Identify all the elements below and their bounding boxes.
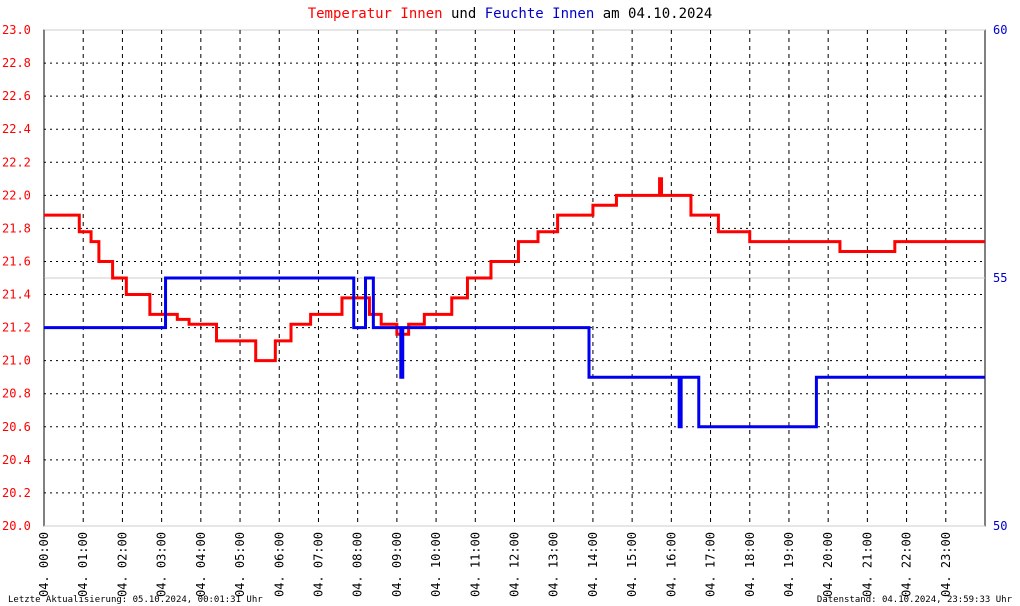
title-part: und (451, 6, 476, 22)
y-tick-label: 21.0 (2, 354, 31, 368)
x-tick-label: 04. 02:00 (115, 532, 129, 597)
x-tick-label: 04. 21:00 (860, 532, 874, 597)
y-tick-label: 21.8 (2, 221, 31, 235)
y-tick-label: 22.0 (2, 188, 31, 202)
x-tick-label: 04. 20:00 (821, 532, 835, 597)
x-tick-label: 04. 11:00 (468, 532, 482, 597)
y-tick-label: 20.2 (2, 486, 31, 500)
x-tick-label: 04. 16:00 (664, 532, 678, 597)
x-tick-label: 04. 00:00 (37, 532, 51, 597)
chart-title: Temperatur Innen und Feuchte Innen am 04… (308, 6, 713, 22)
x-tick-label: 04. 23:00 (939, 532, 953, 597)
x-tick-label: 04. 09:00 (390, 532, 404, 597)
y2-tick-label: 55 (993, 271, 1007, 285)
y-tick-label: 20.8 (2, 387, 31, 401)
y-tick-label: 20.0 (2, 519, 31, 533)
y-tick-label: 22.8 (2, 56, 31, 70)
x-tick-label: 04. 01:00 (76, 532, 90, 597)
title-part: am 04.10.2024 (603, 6, 713, 22)
x-tick-label: 04. 06:00 (272, 532, 286, 597)
y-tick-label: 22.4 (2, 122, 31, 136)
y-tick-label: 21.6 (2, 254, 31, 268)
footer-right: Datenstand: 04.10.2024, 23:59:33 Uhr (817, 595, 1013, 605)
x-tick-label: 04. 18:00 (743, 532, 757, 597)
y-tick-label: 20.4 (2, 453, 31, 467)
y-tick-label: 20.6 (2, 420, 31, 434)
footer-left: Letzte Aktualisierung: 05.10.2024, 00:01… (8, 595, 263, 605)
x-tick-label: 04. 13:00 (547, 532, 561, 597)
x-tick-label: 04. 03:00 (155, 532, 169, 597)
x-tick-label: 04. 05:00 (233, 532, 247, 597)
x-tick-label: 04. 12:00 (508, 532, 522, 597)
x-tick-label: 04. 07:00 (311, 532, 325, 597)
y-tick-label: 21.4 (2, 288, 31, 302)
data-line (44, 276, 985, 429)
x-tick-label: 04. 14:00 (586, 532, 600, 597)
x-tick-label: 04. 10:00 (429, 532, 443, 597)
x-tick-label: 04. 04:00 (194, 532, 208, 597)
y-tick-label: 21.2 (2, 321, 31, 335)
x-tick-label: 04. 15:00 (625, 532, 639, 597)
title-part: Temperatur Innen (308, 6, 443, 22)
y-tick-label: 22.6 (2, 89, 31, 103)
y2-tick-label: 60 (993, 23, 1007, 37)
x-tick-label: 04. 08:00 (351, 532, 365, 597)
x-tick-label: 04. 19:00 (782, 532, 796, 597)
y2-tick-label: 50 (993, 519, 1007, 533)
y-tick-label: 23.0 (2, 23, 31, 37)
x-tick-label: 04. 22:00 (900, 532, 914, 597)
y-tick-label: 22.2 (2, 155, 31, 169)
title-part: Feuchte Innen (485, 6, 595, 22)
x-tick-label: 04. 17:00 (704, 532, 718, 597)
